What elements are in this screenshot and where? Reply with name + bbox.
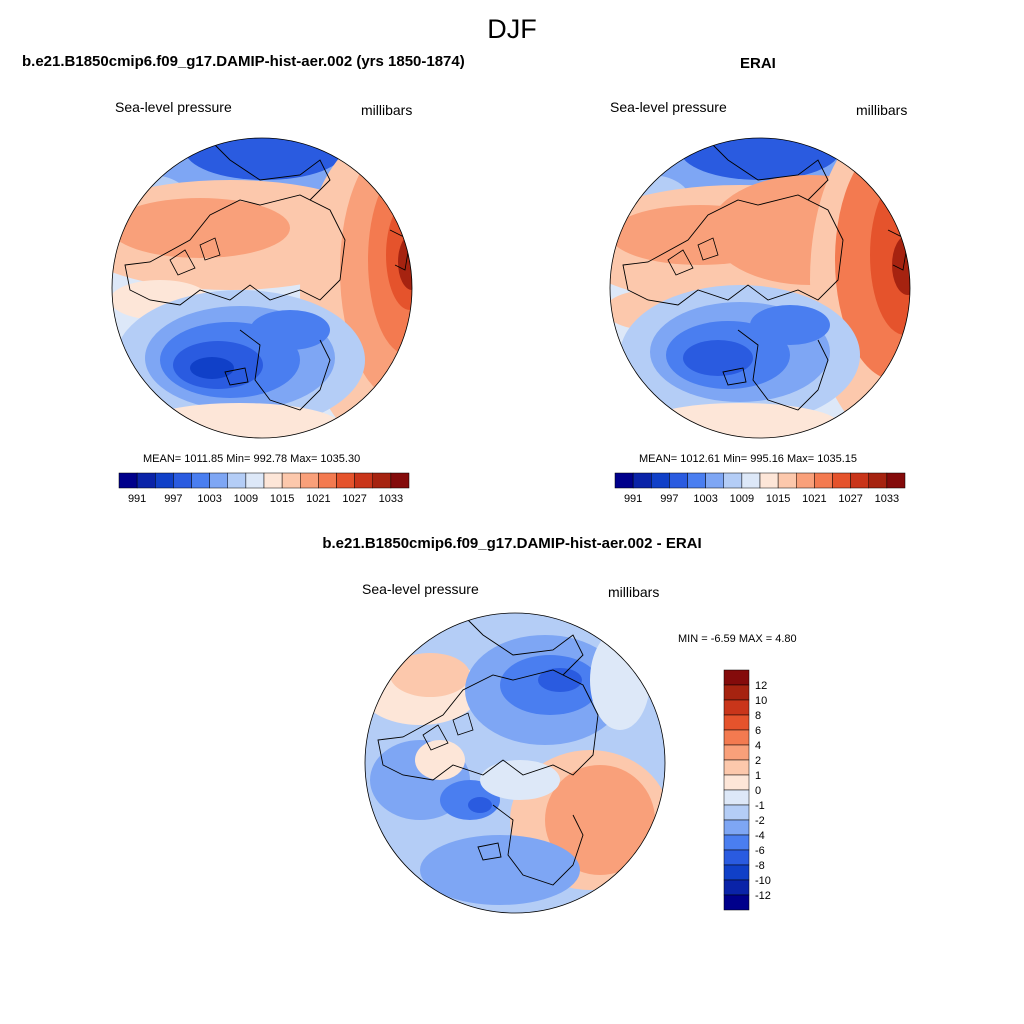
colorbar-difference-swatch bbox=[723, 834, 750, 851]
colorbar-difference-swatch bbox=[723, 729, 750, 746]
colorbar-erai-swatch bbox=[614, 472, 634, 489]
colorbar-difference-swatch bbox=[723, 699, 750, 716]
colorbar-difference-swatch bbox=[723, 804, 750, 821]
slp-map-erai bbox=[609, 137, 911, 439]
colorbar-erai-swatch bbox=[886, 472, 906, 489]
colorbar-difference-swatch bbox=[723, 774, 750, 791]
panel1-units-label: millibars bbox=[361, 102, 413, 118]
panel1-stats: MEAN= 1011.85 Min= 992.78 Max= 1035.30 bbox=[143, 453, 361, 465]
colorbar-difference-swatch bbox=[723, 684, 750, 701]
colorbar-model-swatch bbox=[209, 472, 228, 489]
colorbar-model-tick-label: 991 bbox=[128, 493, 146, 505]
colorbar-difference-tick-label: 10 bbox=[755, 695, 767, 707]
colorbar-model-swatch bbox=[173, 472, 192, 489]
colorbar-erai-tick-label: 991 bbox=[624, 493, 642, 505]
colorbar-model-tick-label: 997 bbox=[164, 493, 182, 505]
colorbar-model-tick-label: 1021 bbox=[306, 493, 330, 505]
panel2-variable-label: Sea-level pressure bbox=[610, 99, 727, 115]
colorbar-model-swatch bbox=[300, 472, 319, 489]
colorbar-difference-swatch bbox=[723, 759, 750, 776]
colorbar-erai-swatch bbox=[669, 472, 688, 489]
colorbar-model-swatch bbox=[354, 472, 373, 489]
slp-map-difference bbox=[364, 612, 666, 914]
colorbar-difference-swatch bbox=[723, 744, 750, 761]
colorbar-erai-swatch bbox=[741, 472, 761, 489]
colorbar-model-swatch bbox=[336, 472, 355, 489]
colorbar-model-tick-label: 1033 bbox=[379, 493, 403, 505]
colorbar-difference-tick-label: -1 bbox=[755, 800, 765, 812]
colorbar-erai-swatch bbox=[814, 472, 833, 489]
panel1-title: b.e21.B1850cmip6.f09_g17.DAMIP-hist-aer.… bbox=[22, 53, 465, 70]
colorbar-difference-swatch bbox=[723, 894, 750, 911]
colorbar-model-swatch bbox=[227, 472, 247, 489]
colorbar-difference-swatch bbox=[723, 789, 750, 806]
colorbar-erai: 991 997 1003 1009 1015 1021 1027 1033 bbox=[614, 472, 906, 505]
colorbar-model-tick-label: 1027 bbox=[342, 493, 366, 505]
colorbar-model-swatch bbox=[372, 472, 392, 489]
panel2-stats: MEAN= 1012.61 Min= 995.16 Max= 1035.15 bbox=[639, 453, 858, 465]
colorbar-difference-swatch bbox=[723, 819, 750, 836]
colorbar-model-tick-label: 1003 bbox=[197, 493, 221, 505]
colorbar-erai-swatch bbox=[687, 472, 706, 489]
colorbar-difference-tick-label: 8 bbox=[755, 710, 761, 722]
figure-title: DJF bbox=[487, 14, 537, 44]
panel2-title: ERAI bbox=[740, 55, 776, 72]
colorbar-model-swatch bbox=[263, 472, 283, 489]
colorbar-difference-swatch bbox=[723, 864, 750, 881]
colorbar-erai-swatch bbox=[651, 472, 670, 489]
colorbar-difference-tick-label: -4 bbox=[755, 830, 765, 842]
colorbar-difference-swatch bbox=[723, 714, 750, 731]
colorbar-difference-tick-label: 4 bbox=[755, 740, 761, 752]
colorbar-model-tick-label: 1009 bbox=[234, 493, 258, 505]
colorbar-erai-swatch bbox=[723, 472, 743, 489]
colorbar-model-swatch bbox=[191, 472, 210, 489]
colorbar-erai-tick-label: 1027 bbox=[838, 493, 862, 505]
colorbar-model: 991 997 1003 1009 1015 1021 1027 1033 bbox=[118, 472, 410, 505]
colorbar-difference-tick-label: -12 bbox=[755, 890, 771, 902]
colorbar-erai-tick-label: 1003 bbox=[693, 493, 717, 505]
colorbar-difference-tick-label: 1 bbox=[755, 770, 761, 782]
colorbar-erai-swatch bbox=[832, 472, 851, 489]
colorbar-erai-swatch bbox=[777, 472, 797, 489]
colorbar-model-tick-label: 1015 bbox=[270, 493, 294, 505]
colorbar-erai-tick-label: 1021 bbox=[802, 493, 826, 505]
panel2-units-label: millibars bbox=[856, 102, 908, 118]
colorbar-difference-tick-label: 6 bbox=[755, 725, 761, 737]
colorbar-erai-tick-label: 997 bbox=[660, 493, 678, 505]
colorbar-difference-swatch bbox=[723, 849, 750, 866]
colorbar-difference-tick-label: 2 bbox=[755, 755, 761, 767]
colorbar-model-swatch bbox=[318, 472, 337, 489]
panel1-variable-label: Sea-level pressure bbox=[115, 99, 232, 115]
colorbar-difference-tick-label: -8 bbox=[755, 860, 765, 872]
colorbar-erai-swatch bbox=[796, 472, 815, 489]
colorbar-difference-tick-label: -2 bbox=[755, 815, 765, 827]
colorbar-model-swatch bbox=[118, 472, 138, 489]
colorbar-erai-tick-label: 1033 bbox=[875, 493, 899, 505]
colorbar-model-swatch bbox=[281, 472, 301, 489]
panel3-stats: MIN = -6.59 MAX = 4.80 bbox=[678, 633, 797, 645]
slp-map-model bbox=[111, 137, 413, 439]
colorbar-erai-swatch bbox=[850, 472, 869, 489]
colorbar-erai-swatch bbox=[632, 472, 652, 489]
panel3-title: b.e21.B1850cmip6.f09_g17.DAMIP-hist-aer.… bbox=[322, 535, 702, 552]
colorbar-model-swatch bbox=[155, 472, 174, 489]
colorbar-difference-tick-label: -10 bbox=[755, 875, 771, 887]
colorbar-erai-tick-label: 1015 bbox=[766, 493, 790, 505]
panel3-variable-label: Sea-level pressure bbox=[362, 581, 479, 597]
colorbar-difference-tick-label: 12 bbox=[755, 680, 767, 692]
colorbar-erai-swatch bbox=[868, 472, 888, 489]
colorbar-difference-tick-label: 0 bbox=[755, 785, 761, 797]
colorbar-erai-swatch bbox=[759, 472, 779, 489]
colorbar-difference-swatch bbox=[723, 879, 750, 896]
colorbar-difference-swatch bbox=[723, 669, 750, 686]
colorbar-model-swatch bbox=[245, 472, 265, 489]
panel3-units-label: millibars bbox=[608, 584, 660, 600]
colorbar-model-swatch bbox=[136, 472, 156, 489]
colorbar-erai-swatch bbox=[705, 472, 724, 489]
colorbar-model-swatch bbox=[390, 472, 410, 489]
colorbar-erai-tick-label: 1009 bbox=[730, 493, 754, 505]
colorbar-difference-tick-label: -6 bbox=[755, 845, 765, 857]
